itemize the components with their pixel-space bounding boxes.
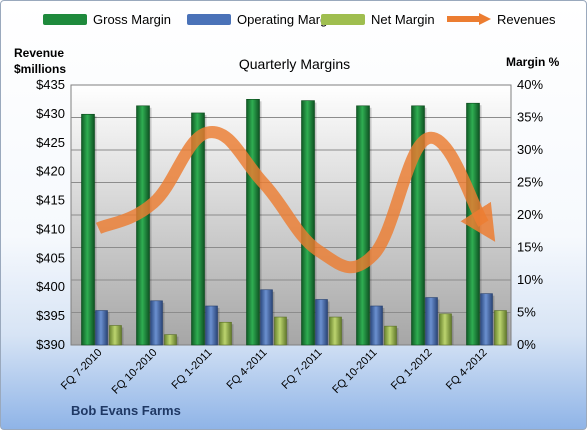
bar-operating-margin-shadow	[216, 308, 220, 345]
bar-gross-margin	[356, 105, 370, 346]
right-tick-label: 35%	[517, 110, 543, 125]
left-axis-title: Revenue $millions	[14, 45, 66, 77]
bar-gross-margin	[136, 105, 150, 346]
bar-net-margin-shadow	[120, 327, 124, 345]
category-label: FQ 7-2011	[280, 347, 325, 392]
left-axis-ticks: $390 $395 $400 $405 $410 $415 $420 $425 $430 $435	[36, 77, 65, 352]
bar-net-margin	[164, 334, 177, 346]
company-name: Bob Evans Farms	[71, 403, 181, 418]
category-label: FQ 4-2012	[444, 347, 490, 393]
bar-gross-margin-shadow	[93, 116, 97, 345]
legend-item-revenues: Revenues	[445, 9, 556, 29]
legend-label-operating-margin: Operating Margin	[237, 11, 338, 27]
right-axis-ticks: 0% 5% 10% 15% 20% 25% 30% 35% 40%	[517, 77, 543, 352]
bar-gross-margin	[191, 112, 205, 346]
bar-operating-margin	[150, 300, 163, 346]
bar-operating-margin-shadow	[326, 301, 330, 345]
bar-gross-margin-shadow	[423, 107, 427, 345]
category-label: FQ 7-2010	[59, 347, 105, 393]
right-tick-label: 40%	[517, 77, 543, 92]
bar-operating-margin-shadow	[381, 308, 385, 345]
left-tick-label: $410	[36, 221, 65, 236]
right-axis-title: Margin %	[506, 55, 560, 69]
right-tick-label: 15%	[517, 240, 543, 255]
left-tick-label: $430	[36, 106, 65, 121]
bar-net-margin-shadow	[505, 312, 509, 345]
bar-net-margin	[109, 325, 122, 346]
bar-net-margin-shadow	[450, 315, 454, 345]
bar-gross-margin	[81, 113, 95, 346]
legend-label-revenues: Revenues	[497, 11, 556, 27]
bar-gross-margin-shadow	[313, 102, 317, 345]
bar-gross-margin	[246, 99, 260, 346]
category-label: FQ 4-2011	[225, 347, 270, 392]
revenue-line	[95, 126, 496, 274]
right-tick-label: 20%	[517, 207, 543, 222]
legend-item-gross-margin: Gross Margin	[43, 9, 171, 29]
legend-swatch-gross-margin	[43, 13, 87, 25]
bar-operating-margin	[205, 305, 218, 346]
right-tick-label: 30%	[517, 142, 543, 157]
bar-net-margin	[219, 321, 232, 346]
legend: Gross Margin Operating Margin Net Margin…	[1, 9, 586, 39]
left-tick-label: $415	[36, 193, 65, 208]
left-tick-label: $405	[36, 250, 65, 265]
legend-swatch-net-margin	[321, 13, 365, 25]
legend-swatch-operating-margin	[187, 13, 231, 25]
bar-gross-margin-shadow	[258, 101, 262, 345]
left-axis-title-line2: $millions	[14, 62, 67, 76]
revenue-line-group	[95, 126, 496, 274]
bar-operating-margin-shadow	[271, 291, 275, 345]
left-axis-title-line1: Revenue	[14, 46, 65, 60]
bar-operating-margin-shadow	[106, 312, 110, 345]
bar-net-margin-shadow	[175, 336, 179, 345]
bar-net-margin-shadow	[230, 324, 234, 345]
bar-gross-margin-shadow	[203, 114, 207, 345]
bar-operating-margin	[370, 305, 383, 346]
chart-title: Quarterly Margins	[238, 56, 351, 72]
bar-operating-margin-shadow	[161, 302, 165, 345]
bar-net-margin	[329, 316, 342, 346]
right-tick-label: 5%	[517, 305, 536, 320]
category-label: FQ 1-2012	[389, 347, 435, 393]
x-axis-labels: FQ 7-2010 FQ 10-2010 FQ 1-2011 FQ 4-2011 FQ …	[59, 347, 490, 397]
bar-gross-margin-shadow	[148, 107, 152, 345]
bar-operating-margin	[425, 297, 438, 346]
bar-net-margin	[494, 310, 507, 346]
bar-net-margin	[439, 313, 452, 346]
right-tick-label: 25%	[517, 175, 543, 190]
bar-gross-margin-shadow	[368, 107, 372, 345]
category-label: FQ 10-2010	[110, 347, 160, 397]
bar-operating-margin	[260, 289, 273, 346]
bar-gross-margin	[301, 100, 315, 346]
left-tick-label: $420	[36, 164, 65, 179]
bar-net-margin-shadow	[285, 319, 289, 345]
left-tick-label: $425	[36, 135, 65, 150]
left-tick-label: $390	[36, 337, 65, 352]
category-label: FQ 1-2011	[170, 347, 215, 392]
bar-operating-margin-shadow	[436, 299, 440, 345]
legend-item-net-margin: Net Margin	[321, 9, 435, 29]
bar-operating-margin	[95, 310, 108, 346]
bar-net-margin-shadow	[395, 328, 399, 345]
left-tick-label: $435	[36, 77, 65, 92]
legend-label-net-margin: Net Margin	[371, 11, 435, 27]
legend-label-gross-margin: Gross Margin	[93, 11, 172, 27]
bar-net-margin-shadow	[340, 319, 344, 345]
bar-operating-margin	[315, 299, 328, 346]
left-tick-label: $400	[36, 279, 65, 294]
legend-swatch-revenues-arrow	[447, 13, 491, 25]
bar-operating-margin	[480, 293, 493, 346]
bar-operating-margin-shadow	[491, 295, 495, 345]
category-label: FQ 10-2011	[330, 347, 379, 396]
left-tick-label: $395	[36, 308, 65, 323]
bar-net-margin	[274, 316, 287, 346]
right-tick-label: 0%	[517, 337, 536, 352]
bar-net-margin	[384, 325, 397, 346]
right-tick-label: 10%	[517, 272, 543, 287]
legend-item-operating-margin: Operating Margin	[187, 9, 337, 29]
